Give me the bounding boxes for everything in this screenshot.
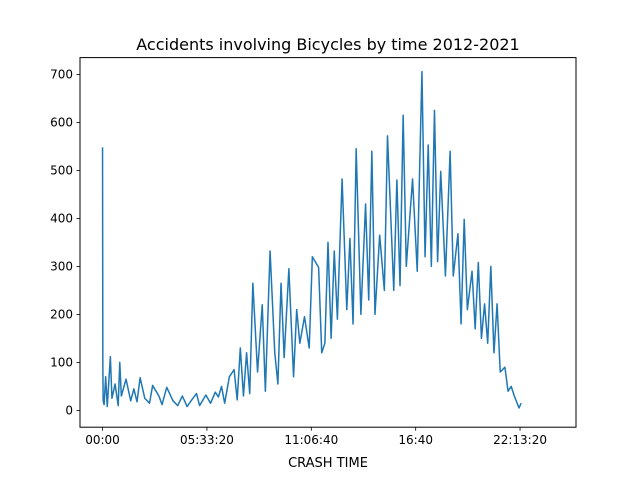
x-tick-label: 11:06:40 [284, 433, 338, 447]
y-tick-label: 100 [50, 356, 73, 370]
x-tick-label: 22:13:20 [493, 433, 547, 447]
y-tick-label: 700 [50, 68, 73, 82]
y-tick-label: 400 [50, 212, 73, 226]
plot-frame [79, 57, 577, 428]
x-tick-label: 05:33:20 [180, 433, 234, 447]
y-tick-label: 600 [50, 116, 73, 130]
x-tick-label: 00:00 [85, 433, 120, 447]
x-axis-label: CRASH TIME [288, 456, 368, 471]
x-tick-label: 16:40 [398, 433, 433, 447]
y-tick-label: 200 [50, 308, 73, 322]
y-tick-label: 0 [65, 404, 73, 418]
series-line-0 [101, 70, 522, 409]
x-axis: 00:00 05:33:20 11:06:40 16:40 22:13:20 [85, 427, 547, 447]
chart-title: Accidents involving Bicycles by time 201… [136, 35, 519, 54]
y-axis: 0 100 200 300 400 500 600 700 [50, 68, 80, 418]
y-tick-label: 500 [50, 164, 73, 178]
y-tick-label: 300 [50, 260, 73, 274]
plot-area [101, 70, 522, 409]
